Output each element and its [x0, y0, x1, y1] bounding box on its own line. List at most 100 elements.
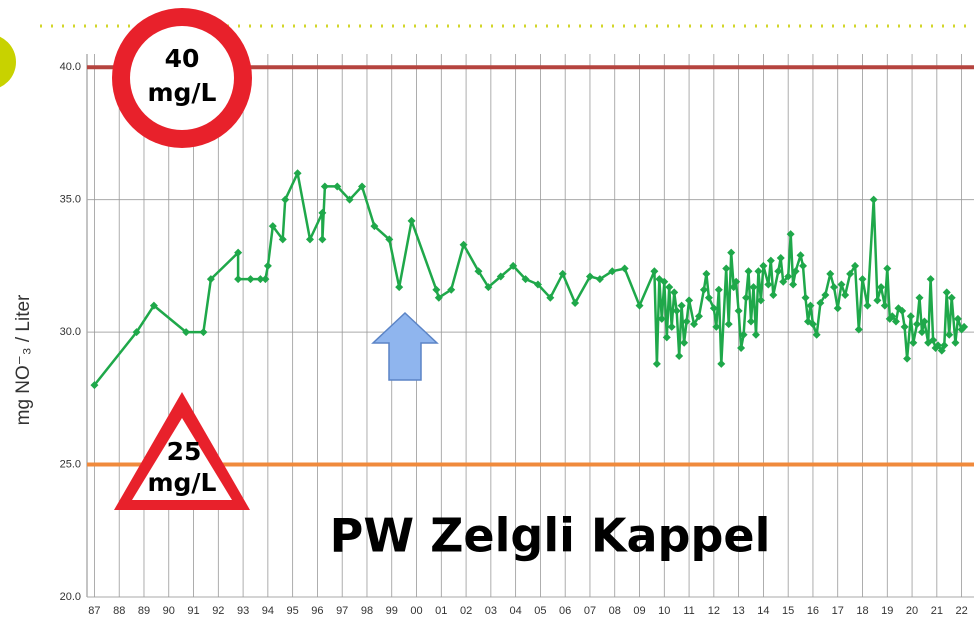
data-point — [677, 301, 686, 310]
x-tick-label: 93 — [237, 605, 249, 617]
data-point — [754, 267, 763, 276]
data-point — [821, 291, 830, 300]
y-tick-label: 25.0 — [60, 458, 81, 470]
data-point — [717, 359, 726, 368]
x-tick-label: 04 — [510, 605, 522, 617]
data-point — [953, 314, 962, 323]
data-point — [521, 275, 530, 284]
data-point — [724, 320, 733, 329]
data-point — [665, 283, 674, 292]
x-tick-label: 07 — [584, 605, 596, 617]
data-point — [278, 235, 287, 244]
data-point — [756, 296, 765, 305]
data-point — [608, 267, 617, 276]
data-point — [869, 195, 878, 204]
data-point — [858, 275, 867, 284]
data-point — [484, 283, 493, 292]
data-point — [261, 275, 270, 284]
data-point — [672, 306, 681, 315]
x-tick-label: 12 — [708, 605, 720, 617]
data-point — [737, 344, 746, 353]
x-tick-label: 09 — [633, 605, 645, 617]
data-point — [929, 336, 938, 345]
data-point — [742, 293, 751, 302]
data-point — [256, 275, 265, 284]
data-point — [945, 330, 954, 339]
y-tick-label: 20.0 — [60, 591, 81, 603]
data-point — [880, 301, 889, 310]
data-point — [942, 288, 951, 297]
data-point — [246, 275, 255, 284]
data-point — [920, 317, 929, 326]
data-point — [727, 248, 736, 257]
y-tick-label: 30.0 — [60, 326, 81, 338]
data-point — [915, 293, 924, 302]
data-point — [682, 317, 691, 326]
data-point — [906, 312, 915, 321]
limit-sign-inner — [130, 26, 234, 130]
data-point — [620, 264, 629, 273]
data-point — [851, 261, 860, 270]
data-point — [960, 322, 969, 331]
data-point — [784, 272, 793, 281]
data-point — [764, 280, 773, 289]
data-point — [779, 277, 788, 286]
x-tick-label: 98 — [361, 605, 373, 617]
data-point — [702, 269, 711, 278]
x-tick-label: 18 — [856, 605, 868, 617]
data-point — [774, 267, 783, 276]
data-point — [934, 341, 943, 350]
x-tick-label: 99 — [386, 605, 398, 617]
data-point — [744, 267, 753, 276]
data-point — [739, 330, 748, 339]
arrow — [371, 311, 439, 381]
data-point — [660, 277, 669, 286]
data-point — [432, 285, 441, 294]
x-tick-label: 20 — [906, 605, 918, 617]
data-point — [571, 298, 580, 307]
data-point — [909, 338, 918, 347]
data-point — [873, 296, 882, 305]
data-point — [883, 264, 892, 273]
x-tick-label: 05 — [534, 605, 546, 617]
data-point — [732, 277, 741, 286]
data-point — [808, 320, 817, 329]
data-point — [318, 208, 327, 217]
data-point — [318, 235, 327, 244]
data-point — [903, 354, 912, 363]
data-point — [812, 330, 821, 339]
data-point — [694, 312, 703, 321]
data-point — [345, 195, 354, 204]
data-point — [558, 269, 567, 278]
data-point — [407, 216, 416, 225]
data-point — [951, 338, 960, 347]
data-point — [846, 269, 855, 278]
data-point — [234, 248, 243, 257]
data-point — [595, 275, 604, 284]
data-point — [680, 338, 689, 347]
data-point — [652, 359, 661, 368]
data-point — [888, 312, 897, 321]
plot — [90, 169, 969, 390]
data-point — [234, 275, 243, 284]
data-point — [496, 272, 505, 281]
data-point — [734, 306, 743, 315]
limit-sign-text: mg/L — [147, 78, 216, 107]
y-tick-label: 40.0 — [60, 61, 81, 73]
data-point — [675, 351, 684, 360]
x-tick-label: 10 — [658, 605, 670, 617]
data-point — [358, 182, 367, 191]
data-point — [806, 301, 815, 310]
x-tick-label: 97 — [336, 605, 348, 617]
data-point — [533, 280, 542, 289]
data-point — [709, 304, 718, 313]
data-point — [509, 261, 518, 270]
x-tick-label: 95 — [287, 605, 299, 617]
data-point — [789, 280, 798, 289]
data-point — [268, 222, 277, 231]
data-point — [714, 285, 723, 294]
warning-sign-inner — [132, 418, 232, 500]
x-tick-label: 94 — [262, 605, 274, 617]
data-point — [940, 341, 949, 350]
data-point — [747, 317, 756, 326]
